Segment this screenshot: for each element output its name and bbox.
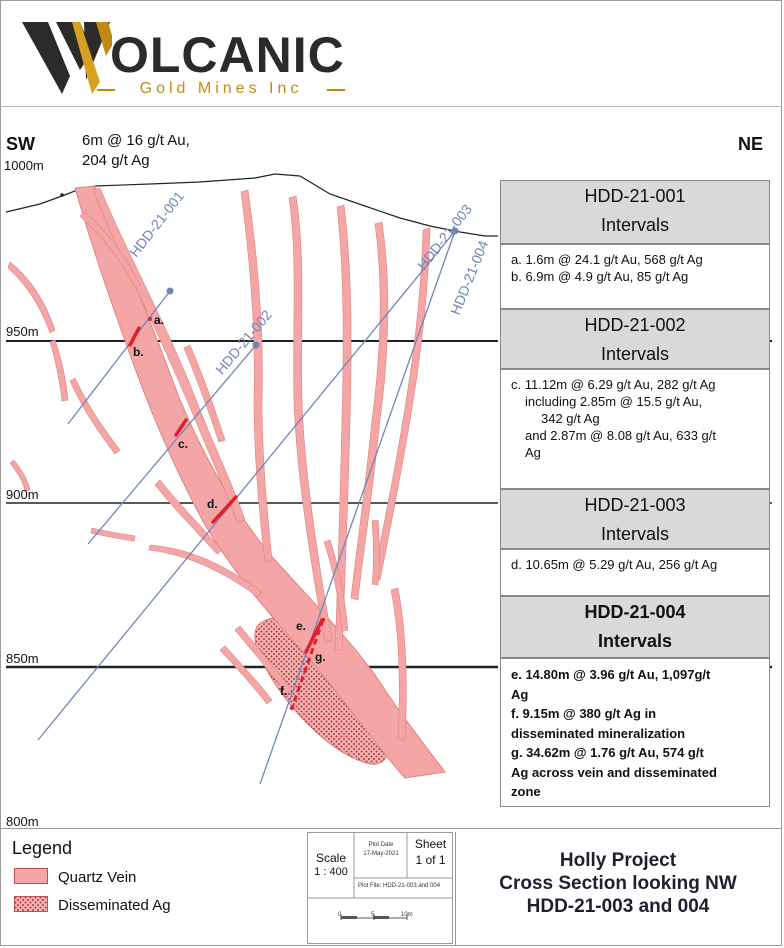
footer-separator xyxy=(0,828,782,829)
legend-label-disseminated-ag: Disseminated Ag xyxy=(58,897,171,914)
direction-sw: SW xyxy=(6,134,35,154)
plot-file: Plot File: HDD-21-003 and 004 xyxy=(358,883,441,889)
scale-value: 1 : 400 xyxy=(314,866,348,878)
legend-swatch-disseminated-ag xyxy=(14,896,48,912)
interval-panels: HDD-21-001 Intervals a. 1.6m @ 24.1 g/t … xyxy=(500,180,770,807)
scalebar-tick-0: 0 xyxy=(338,912,342,918)
interval-line: c. 11.12m @ 6.29 g/t Au, 282 g/t Ag xyxy=(511,377,716,392)
logo-rule-left xyxy=(97,89,115,91)
legend-title: Legend xyxy=(12,838,73,858)
panel-hdd-21-002-body: c. 11.12m @ 6.29 g/t Au, 282 g/t Ag incl… xyxy=(500,369,770,489)
scalebar-tick-10: 10m xyxy=(401,912,413,918)
interval-line: disseminated mineralization xyxy=(511,725,686,741)
legend-label-quartz-vein: Quartz Vein xyxy=(58,869,137,886)
interval-line: and 2.87m @ 8.08 g/t Au, 633 g/t xyxy=(525,428,716,443)
top-note-line2: 204 g/t Ag xyxy=(82,152,150,169)
panel-hdd-21-003-title: HDD-21-003 xyxy=(584,495,686,515)
interval-line: g. 34.62m @ 1.76 g/t Au, 574 g/t xyxy=(511,745,704,760)
header-separator xyxy=(0,106,782,107)
section-holes: HDD-21-003 and 004 xyxy=(526,896,710,917)
panel-hdd-21-003-subtitle: Intervals xyxy=(600,524,670,544)
elev-label-850: 850m xyxy=(6,651,39,666)
title-divider xyxy=(455,832,456,946)
legend-swatch-quartz-vein xyxy=(14,868,48,884)
panel-hdd-21-001-header: HDD-21-001 Intervals xyxy=(500,180,770,244)
interval-line: Ag xyxy=(525,445,541,460)
elev-label-800: 800m xyxy=(6,814,39,829)
branch-veins xyxy=(7,187,431,741)
intercept-label-d: d. xyxy=(207,497,218,511)
interval-line: d. 10.65m @ 5.29 g/t Au, 256 g/t Ag xyxy=(511,557,718,572)
interval-line: f. 9.15m @ 380 g/t Ag in xyxy=(511,706,657,721)
logo-subtitle: Gold Mines Inc xyxy=(139,80,303,97)
project-name: Holly Project xyxy=(559,850,677,871)
section-description: Cross Section looking NW xyxy=(499,873,737,894)
interval-line: Ag across vein and disseminated xyxy=(511,764,717,780)
hole-hdd-21-001-trace xyxy=(67,290,171,425)
project-title: Holly Project Cross Section looking NW H… xyxy=(462,849,774,918)
plot-date-value: 17-May-2021 xyxy=(363,851,399,857)
intercept-dashed-segments xyxy=(290,619,325,709)
intercept-label-c: c. xyxy=(178,437,189,451)
panel-hdd-21-001-body: a. 1.6m @ 24.1 g/t Au, 568 g/t Ag b. 6.9… xyxy=(500,244,770,309)
hole-hdd-21-003-trace xyxy=(37,230,456,741)
sheet-value: 1 of 1 xyxy=(415,853,446,867)
scalebar-tick-5: 5 xyxy=(371,912,375,918)
drill-traces xyxy=(37,230,456,785)
intercept-label-a: a. xyxy=(154,313,165,327)
panel-hdd-21-001-subtitle: Intervals xyxy=(600,215,670,235)
panel-hdd-21-004-title: HDD-21-004 xyxy=(584,602,686,622)
interval-line: including 2.85m @ 15.5 g/t Au, xyxy=(525,394,703,409)
sheet-label: Sheet xyxy=(414,837,447,851)
elev-label-950: 950m xyxy=(6,324,39,339)
title-block xyxy=(307,832,453,944)
top-note-line1: 6m @ 16 g/t Au, xyxy=(82,132,190,149)
panel-hdd-21-002-title: HDD-21-002 xyxy=(584,315,686,335)
interval-line: 342 g/t Ag xyxy=(541,411,600,426)
intercept-label-g: g. xyxy=(315,650,326,664)
panel-hdd-21-002-subtitle: Intervals xyxy=(600,344,670,364)
interval-line: b. 6.9m @ 4.9 g/t Au, 85 g/t Ag xyxy=(511,269,689,284)
title-block-grid xyxy=(307,832,453,920)
panel-hdd-21-004-body: e. 14.80m @ 3.96 g/t Au, 1,097g/t Ag f. … xyxy=(500,658,770,807)
elev-label-900: 900m xyxy=(6,487,39,502)
logo-wordmark: OLCANIC xyxy=(110,27,345,83)
panel-hdd-21-003-header: HDD-21-003 Intervals xyxy=(500,489,770,549)
direction-ne: NE xyxy=(738,134,764,154)
topography-line xyxy=(5,173,498,237)
interval-line: zone xyxy=(511,784,541,799)
volcanic-logo-mark xyxy=(22,22,112,94)
intercept-label-f: f. xyxy=(280,684,288,698)
intercept-segments xyxy=(128,326,324,654)
interval-line: e. 14.80m @ 3.96 g/t Au, 1,097g/t xyxy=(511,667,711,682)
intercept-label-e: e. xyxy=(296,619,307,633)
scale-label: Scale xyxy=(315,851,347,865)
plot-date-label: Plot Date xyxy=(368,842,394,848)
hole-hdd-21-002-trace xyxy=(87,344,257,545)
elev-label-1000: 1000m xyxy=(4,158,44,173)
intercept-label-b: b. xyxy=(133,345,144,359)
interval-line: a. 1.6m @ 24.1 g/t Au, 568 g/t Ag xyxy=(511,252,703,267)
interval-line: Ag xyxy=(511,686,529,702)
logo-rule-right xyxy=(327,89,345,91)
panel-hdd-21-001-title: HDD-21-001 xyxy=(584,186,686,206)
panel-hdd-21-004-subtitle: Intervals xyxy=(597,631,673,651)
panel-hdd-21-003-body: d. 10.65m @ 5.29 g/t Au, 256 g/t Ag xyxy=(500,549,770,596)
panel-hdd-21-004-header: HDD-21-004 Intervals xyxy=(500,596,770,658)
hole-hdd-21-004-trace xyxy=(259,230,456,785)
panel-hdd-21-002-header: HDD-21-002 Intervals xyxy=(500,309,770,369)
